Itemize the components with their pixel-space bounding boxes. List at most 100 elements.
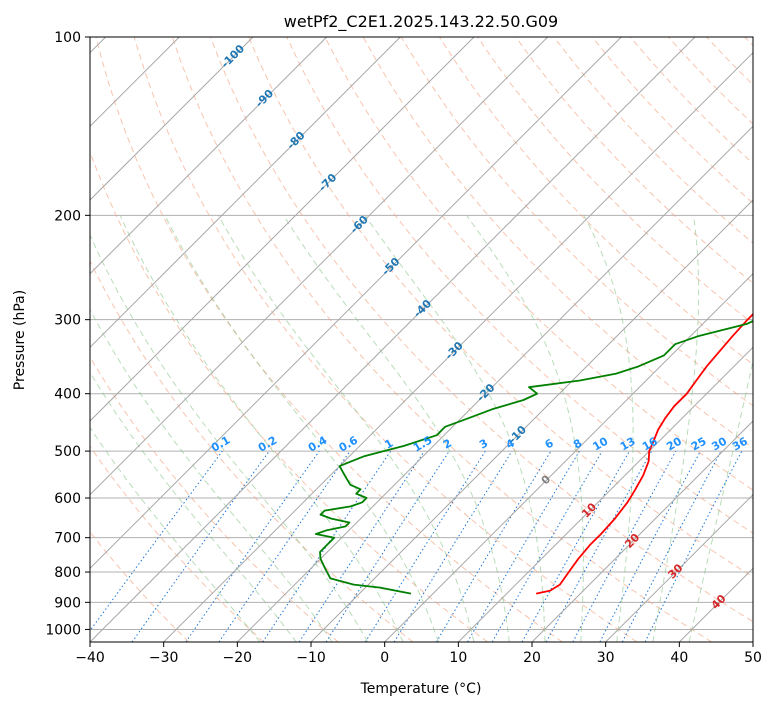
x-tick-label: −30 (149, 650, 179, 666)
isotherm-line (310, 199, 753, 642)
mixing-ratio-line (325, 450, 450, 642)
isotherm-label: -60 (348, 213, 371, 236)
mixing-ratio-label: 2 (441, 437, 454, 452)
isotherm-line (90, 37, 328, 275)
dry-adiabat-line (286, 37, 753, 534)
x-tick-label: 0 (380, 650, 389, 666)
mixing-ratio-label: 6 (543, 436, 556, 451)
moist-adiabat-line (364, 215, 546, 642)
x-tick-label: 30 (597, 650, 615, 666)
y-tick-label: 200 (54, 208, 81, 224)
x-tick-label: −40 (75, 650, 105, 666)
x-axis-label: Temperature (°C) (360, 681, 482, 697)
x-tick-label: −20 (223, 650, 253, 666)
isotherm-line (90, 37, 254, 201)
mixing-ratio-line (521, 450, 630, 642)
y-axis-label: Pressure (hPa) (12, 290, 28, 390)
chart-title: wetPf2_C2E1.2025.143.22.50.G09 (284, 12, 558, 32)
mixing-ratio-lines (90, 450, 743, 642)
sounding-profiles (314, 312, 753, 595)
isotherm-line (384, 272, 753, 642)
mixing-ratio-line (435, 450, 552, 642)
dry-adiabat-line (744, 37, 753, 47)
mixing-ratio-line (599, 450, 701, 642)
moist-adiabat-line (119, 215, 404, 642)
y-tick-label: 700 (54, 531, 81, 547)
dry-adiabat-line (90, 150, 488, 642)
x-tick-label: −10 (296, 650, 326, 666)
x-tick-label: 10 (449, 650, 467, 666)
isotherm-label: 30 (665, 561, 685, 581)
dewpoint-profile-line (314, 320, 753, 595)
moist-adiabat-line (217, 215, 475, 642)
y-tick-label: 600 (54, 491, 81, 507)
y-tick-label: 100 (54, 30, 81, 46)
isotherm-line (90, 37, 696, 642)
isotherm-line (90, 37, 549, 496)
mixing-ratio-line (364, 450, 486, 642)
moist-adiabat-line (90, 426, 261, 642)
dry-adiabat-line (90, 531, 190, 642)
isotherm-label: -50 (379, 255, 402, 278)
mixing-ratio-line (393, 450, 513, 642)
isotherm-line (605, 493, 753, 642)
moist-adiabat-line (90, 233, 369, 642)
mixing-ratio-line (185, 450, 320, 642)
moist-adiabat-line (164, 215, 439, 642)
temperature-profile-line (536, 312, 753, 595)
dry-adiabat-line (210, 37, 753, 623)
dry-adiabat-line (515, 37, 753, 284)
plot-frame (89, 36, 754, 643)
isotherm-line (163, 51, 753, 642)
mixing-ratio-line (262, 450, 392, 642)
mixing-ratio-line (218, 450, 351, 642)
moist-adiabat-line (466, 215, 584, 642)
moist-adiabat-line (688, 358, 753, 642)
dry-adiabat-line (90, 445, 264, 642)
isotherm-line (457, 346, 753, 642)
moist-adiabats (90, 215, 753, 642)
dry-adiabat-line (133, 37, 638, 642)
isotherm-label: 20 (622, 531, 642, 551)
dry-adiabat-line (324, 37, 753, 491)
y-tick-label: 300 (54, 313, 81, 329)
x-tick-label: 40 (670, 650, 688, 666)
isotherm-line (90, 37, 401, 349)
mixing-ratio-line (644, 450, 743, 642)
isotherm-line (531, 420, 753, 642)
isotherm-line (678, 567, 753, 642)
moist-adiabat-line (90, 371, 297, 642)
y-tick-label: 900 (54, 595, 81, 611)
moist-adiabat-line (652, 215, 700, 642)
x-tick-label: 50 (744, 650, 762, 666)
moist-adiabat-line (90, 308, 333, 642)
dry-adiabat-line (90, 259, 414, 642)
mixing-ratio-line (298, 450, 425, 642)
isotherm-label: -90 (253, 87, 276, 110)
moist-adiabat-line (583, 215, 634, 642)
isotherm-label: -40 (411, 297, 434, 320)
y-tick-label: 400 (54, 387, 81, 403)
y-axis: 100 200 300 400 500 600 700 800 900 1000 (45, 30, 90, 638)
mixing-ratio-label: 3 (477, 437, 490, 452)
dry-adiabats (90, 37, 753, 642)
dry-adiabat-line (591, 37, 753, 204)
dry-adiabat-line (553, 37, 753, 244)
x-axis: −40 −30 −20 −10 0 10 20 30 40 50 (75, 642, 762, 666)
dry-adiabat-line (248, 37, 753, 578)
isotherm-line (90, 37, 622, 570)
moist-adiabat-line (283, 215, 510, 642)
background-grid (90, 37, 753, 630)
isotherm-line (90, 37, 475, 422)
dry-adiabat-line (95, 37, 563, 642)
dry-adiabat-line (90, 356, 339, 642)
isotherm-line (752, 641, 753, 642)
mixing-ratio-line (572, 450, 677, 642)
y-tick-label: 500 (54, 444, 81, 460)
plot-area: -100-90-80-70-60-50-40-30-20-10010203040… (90, 37, 753, 642)
mixing-ratio-line (90, 450, 223, 632)
isotherm-lines (90, 37, 753, 642)
isotherm-line (236, 125, 753, 642)
